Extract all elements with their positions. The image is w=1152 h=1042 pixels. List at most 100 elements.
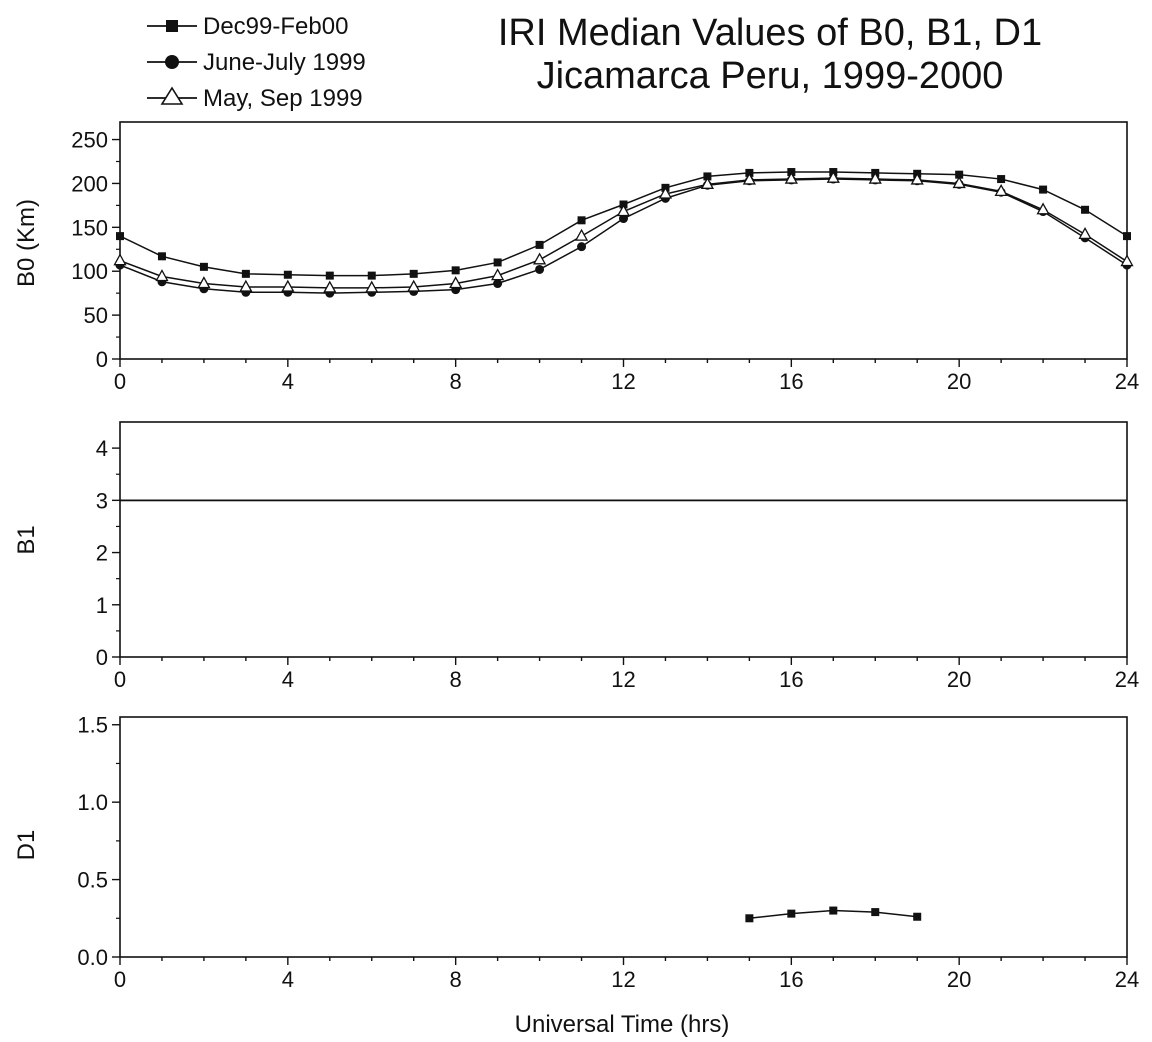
data-point-b0-june-july-1999 [493, 279, 503, 289]
data-point-b0-dec99-feb00 [1081, 205, 1090, 214]
data-point-b0-dec99-feb00 [703, 172, 712, 181]
data-point-b0-may-sep-1999 [491, 268, 505, 281]
data-point-b0-may-sep-1999 [952, 176, 966, 189]
data-point-b0-june-july-1999 [577, 242, 587, 252]
panel-b0: 0 4 8 12 16 20 24 0 50 100 150 200 250 [71, 121, 1139, 394]
y-tick-label-b0: 0 [96, 347, 108, 372]
data-point-b0-may-sep-1999 [1120, 254, 1134, 267]
data-point-b0-dec99-feb00 [1039, 185, 1048, 194]
legend-item-june-july-1999: June-July 1999 [147, 49, 366, 76]
x-tick-label-b1: 24 [1115, 667, 1139, 692]
x-tick-label-b1: 12 [611, 667, 635, 692]
data-point-b0-may-sep-1999 [532, 252, 547, 265]
data-point-b0-may-sep-1999 [658, 186, 673, 199]
x-axis-label: Universal Time (hrs) [515, 1011, 730, 1038]
y-axis-label-b0: B0 (Km) [13, 199, 40, 287]
y-tick-label-b1: 1 [96, 593, 108, 618]
x-tick-label-b1: 0 [114, 667, 126, 692]
data-point-b0-dec99-feb00 [451, 266, 460, 275]
data-point-b0-dec99-feb00 [157, 252, 166, 261]
data-point-d1-dec99-feb00 [913, 912, 922, 921]
data-point-b0-dec99-feb00 [241, 269, 250, 278]
data-point-b0-may-sep-1999 [113, 253, 127, 266]
data-point-b0-dec99-feb00 [367, 271, 376, 280]
data-point-b0-may-sep-1999 [1078, 227, 1092, 240]
data-point-b0-may-sep-1999 [868, 171, 882, 184]
x-tick-label-d1: 16 [779, 967, 803, 992]
x-tick-label-d1: 20 [947, 967, 971, 992]
data-point-b0-may-sep-1999 [449, 276, 463, 289]
data-point-b0-dec99-feb00 [535, 240, 544, 249]
data-point-b0-dec99-feb00 [577, 216, 586, 225]
x-tick-label-d1: 4 [282, 967, 294, 992]
x-tick-label-d1: 8 [450, 967, 462, 992]
plot-frame-b1 [119, 421, 1128, 658]
x-tick-label-b1: 16 [779, 667, 803, 692]
x-tick-label-d1: 24 [1115, 967, 1139, 992]
data-point-b0-dec99-feb00 [116, 232, 124, 241]
x-tick-label-b0: 16 [779, 369, 803, 394]
legend-item-dec99-feb00: Dec99-Feb00 [147, 13, 348, 40]
data-point-b0-may-sep-1999 [994, 183, 1008, 196]
plot-frame-d1 [119, 716, 1128, 958]
data-point-b0-may-sep-1999 [574, 228, 589, 241]
data-point-b0-may-sep-1999 [365, 280, 379, 293]
data-point-b0-dec99-feb00 [409, 269, 418, 278]
legend-label-dec99-feb00: Dec99-Feb00 [203, 13, 348, 40]
x-tick-label-b1: 4 [282, 667, 294, 692]
series-line-b0-june-july-1999 [119, 178, 1128, 294]
y-tick-label-d1: 1.0 [77, 790, 108, 815]
data-point-b0-dec99-feb00 [493, 258, 502, 267]
data-point-b0-may-sep-1999 [742, 172, 756, 185]
x-tick-label-d1: 12 [611, 967, 635, 992]
data-point-d1-dec99-feb00 [829, 906, 838, 915]
x-tick-label-b1: 8 [450, 667, 462, 692]
legend-square-marker [166, 20, 178, 32]
data-point-b0-dec99-feb00 [955, 170, 964, 179]
data-point-b0-may-sep-1999 [616, 204, 631, 217]
x-tick-label-b0: 4 [282, 369, 294, 394]
y-tick-label-b0: 200 [71, 171, 108, 196]
x-tick-label-b0: 24 [1115, 369, 1139, 394]
data-point-b0-may-sep-1999 [910, 172, 924, 185]
legend-label-june-july-1999: June-July 1999 [203, 49, 366, 76]
data-point-b0-may-sep-1999 [784, 171, 798, 184]
y-tick-label-b1: 4 [96, 436, 108, 461]
data-point-b0-dec99-feb00 [1123, 232, 1131, 241]
panel-d1: 0 4 8 12 16 20 24 0.0 0.5 1.0 1.5 [77, 713, 1139, 992]
y-tick-label-b0: 100 [71, 259, 108, 284]
x-tick-label-b0: 0 [114, 369, 126, 394]
legend-item-may-sep-1999: May, Sep 1999 [147, 85, 363, 112]
data-point-b0-dec99-feb00 [997, 175, 1006, 184]
y-tick-label-b0: 50 [84, 303, 108, 328]
legend-label-may-sep-1999: May, Sep 1999 [203, 85, 363, 112]
data-point-d1-dec99-feb00 [787, 909, 796, 918]
data-point-b0-may-sep-1999 [407, 279, 421, 292]
x-tick-label-b0: 8 [450, 369, 462, 394]
data-point-b0-may-sep-1999 [239, 279, 253, 292]
plot-frame-b0 [119, 121, 1128, 360]
data-point-b0-may-sep-1999 [197, 276, 211, 289]
chart-title-line-2: Jicamarca Peru, 1999-2000 [537, 55, 1004, 97]
y-tick-label-d1: 0.5 [77, 868, 108, 893]
data-point-b0-dec99-feb00 [199, 262, 208, 271]
data-point-b0-june-july-1999 [535, 264, 545, 274]
x-tick-label-b1: 20 [947, 667, 971, 692]
data-point-b0-dec99-feb00 [325, 271, 334, 280]
data-point-b0-may-sep-1999 [826, 170, 840, 183]
data-point-b0-june-july-1999 [619, 214, 628, 224]
data-point-b0-may-sep-1999 [323, 280, 337, 293]
y-tick-label-b1: 0 [96, 645, 108, 670]
data-point-b0-may-sep-1999 [1036, 202, 1050, 215]
data-point-b0-may-sep-1999 [155, 269, 169, 282]
y-tick-label-b0: 150 [71, 215, 108, 240]
x-tick-label-b0: 20 [947, 369, 971, 394]
legend-circle-marker [165, 55, 179, 69]
chart-title-line-1: IRI Median Values of B0, B1, D1 [498, 12, 1042, 54]
data-point-b0-may-sep-1999 [700, 176, 715, 189]
y-axis-label-b1: B1 [13, 525, 40, 554]
y-tick-label-b0: 250 [71, 128, 108, 153]
y-tick-label-b1: 2 [96, 541, 108, 566]
